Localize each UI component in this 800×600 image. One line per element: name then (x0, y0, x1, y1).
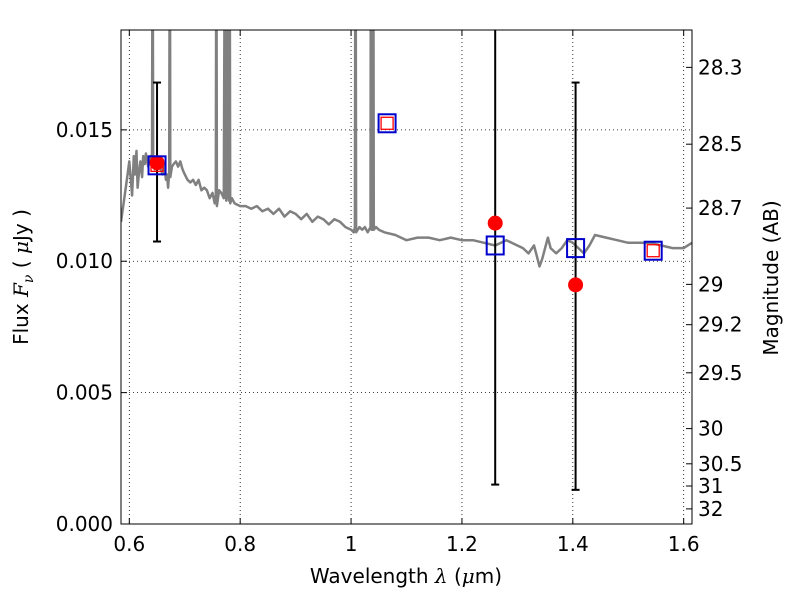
y-ticks: 0.000 0.005 0.010 0.015 (56, 118, 127, 536)
x-tick-label: 1.4 (557, 532, 589, 556)
plot-area (121, 30, 692, 268)
x-tick-label: 0.8 (224, 532, 256, 556)
observed-point (149, 155, 165, 171)
y-axis-label: Flux Fν ( μJy ) (9, 209, 37, 345)
model-photometry-squares (147, 113, 663, 261)
y2-tick-label: 28.5 (698, 132, 743, 156)
y2-tick-label: 28.3 (698, 55, 743, 79)
x-tick-label: 0.6 (113, 532, 145, 556)
synthetic-photometry-square (147, 155, 167, 176)
y2-tick-label: 31 (698, 474, 723, 498)
y2-tick-label: 29 (698, 272, 723, 296)
x-tick-label: 1.6 (668, 532, 700, 556)
observed-point (487, 215, 503, 231)
y2-tick-label: 29.2 (698, 313, 743, 337)
synthetic-photometry-square (643, 240, 663, 261)
x-tick-label: 1 (345, 532, 358, 556)
model-spectrum-line (121, 30, 692, 268)
model-band-square (150, 158, 164, 172)
x-tick-label: 1.2 (446, 532, 478, 556)
y2-tick-label: 30 (698, 417, 723, 441)
grid-lines (121, 30, 692, 524)
y2-tick-label: 30.5 (698, 452, 743, 476)
synthetic-photometry-square (485, 235, 505, 256)
y2-axis-label: Magnitude (AB) (759, 200, 783, 355)
plot-frame (120, 29, 693, 525)
y-tick-label: 0.010 (56, 249, 113, 273)
y2-tick-label: 32 (698, 497, 723, 521)
y2-tick-label: 28.7 (698, 196, 743, 220)
x-ticks: 0.6 0.8 1 1.2 1.4 1.6 (113, 30, 700, 556)
observed-points (149, 155, 584, 293)
observed-point (568, 277, 584, 293)
axes (120, 29, 693, 525)
synthetic-photometry-square (377, 113, 397, 134)
x-axis-label: Wavelength λ (μm) (310, 564, 502, 588)
y-tick-label: 0.005 (56, 381, 113, 405)
model-band-square (646, 244, 660, 258)
y-tick-label: 0.015 (56, 118, 113, 142)
model-band-square (380, 116, 394, 130)
y-tick-label: 0.000 (56, 512, 113, 536)
synthetic-photometry-square (566, 238, 586, 259)
y2-tick-label: 29.5 (698, 361, 743, 385)
